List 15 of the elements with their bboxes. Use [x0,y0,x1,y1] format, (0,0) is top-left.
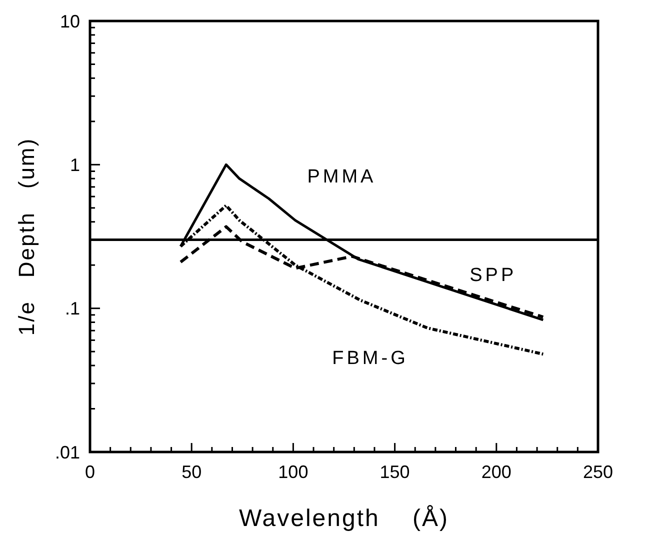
x-tick-label: 50 [182,462,202,482]
y-tick-label: .01 [54,442,80,462]
series-label: FBM-G [332,348,408,370]
x-tick-label: 100 [278,462,308,482]
x-tick-label: 150 [380,462,410,482]
y-tick-label: 1 [70,154,80,175]
series-label: SPP [470,265,517,286]
x-tick-label: 250 [582,462,614,482]
x-axis-title: Wavelength (Å) [238,505,450,532]
x-tick-label: 0 [84,462,96,482]
y-tick-label: .1 [64,298,80,319]
y-tick-label: 10 [60,11,80,32]
x-tick-label: 200 [481,462,512,482]
y-axis-title: 1/e Depth (um) [14,137,39,336]
series-label: PMMA [307,166,376,188]
